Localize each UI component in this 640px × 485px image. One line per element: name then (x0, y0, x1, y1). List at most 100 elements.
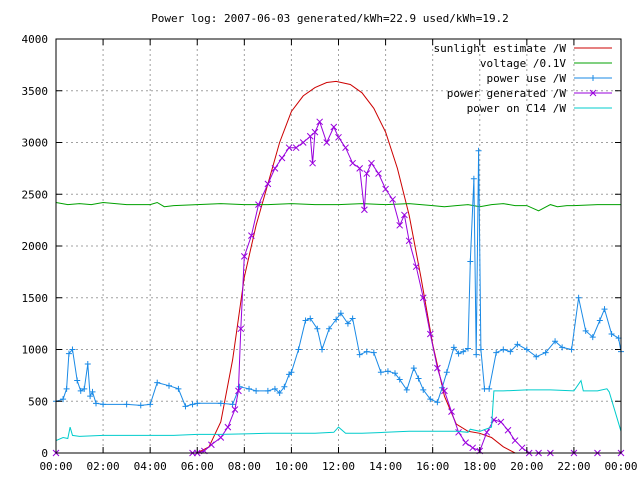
data-point (382, 185, 389, 193)
data-point (316, 118, 324, 126)
data-point (589, 89, 597, 97)
data-point (410, 365, 417, 372)
data-point (77, 387, 84, 394)
data-point (74, 377, 81, 384)
x-tick-label: 12:00 (322, 460, 355, 473)
data-point (455, 350, 462, 357)
data-point (224, 423, 232, 431)
data-point (392, 370, 398, 377)
data-point (419, 294, 427, 302)
y-tick-label: 0 (41, 447, 48, 460)
x-tick-label: 20:00 (510, 460, 543, 473)
data-point (335, 133, 342, 141)
data-point (63, 385, 70, 392)
data-point (500, 346, 507, 353)
data-point (493, 349, 500, 356)
data-point (319, 346, 326, 353)
data-point (389, 196, 396, 203)
data-point (462, 439, 469, 447)
legend-entry: power on C14 /W (467, 102, 612, 115)
data-point (299, 139, 307, 146)
series-line (55, 201, 621, 212)
x-tick-label: 10:00 (275, 460, 308, 473)
data-point (420, 386, 427, 393)
data-point (248, 232, 255, 240)
data-point (483, 428, 491, 436)
y-tick-label: 1500 (22, 292, 49, 305)
data-point (514, 341, 521, 348)
data-point (590, 75, 596, 81)
data-point (93, 400, 100, 407)
data-point (464, 345, 471, 352)
x-tick-label: 18:00 (463, 460, 496, 473)
data-point (368, 159, 375, 167)
data-point (401, 211, 408, 219)
data-point (81, 385, 88, 392)
data-point (278, 154, 286, 162)
x-tick-label: 16:00 (416, 460, 449, 473)
data-point (439, 384, 446, 391)
data-point (523, 346, 530, 353)
data-point (314, 325, 321, 332)
data-point (344, 320, 351, 327)
data-point (276, 389, 283, 396)
data-point (292, 144, 300, 152)
data-point (253, 387, 260, 394)
data-point (295, 346, 302, 353)
data-point (84, 360, 91, 367)
data-point (507, 348, 514, 355)
data-point (601, 306, 608, 313)
data-point (326, 325, 333, 332)
data-point (426, 330, 434, 338)
data-point (470, 175, 477, 182)
data-point (166, 382, 172, 389)
series-2 (53, 147, 624, 410)
x-tick-label: 04:00 (134, 460, 167, 473)
data-point (504, 426, 512, 434)
data-point (434, 364, 441, 372)
data-point (69, 346, 76, 353)
legend-entry: power use /W (487, 72, 612, 85)
data-point (65, 350, 72, 357)
data-point (229, 401, 236, 408)
data-point (412, 263, 420, 271)
data-point (568, 346, 575, 353)
legend-label: power generated /W (447, 87, 567, 100)
x-tick-label: 08:00 (228, 460, 261, 473)
y-tick-label: 500 (28, 395, 48, 408)
data-point (377, 369, 384, 376)
y-tick-label: 3000 (22, 137, 49, 150)
data-point (443, 369, 450, 376)
data-point (288, 369, 295, 376)
data-point (137, 402, 144, 409)
data-point (396, 221, 404, 229)
legend-entry: power generated /W (447, 87, 612, 100)
data-point (608, 330, 615, 337)
data-point (311, 128, 319, 136)
data-point (333, 316, 340, 323)
data-point (370, 349, 377, 356)
series-1 (55, 201, 621, 212)
data-point (375, 170, 382, 177)
data-point (323, 139, 331, 146)
data-point (189, 401, 196, 408)
y-tick-label: 2000 (22, 240, 49, 253)
x-tick-label: 00:00 (604, 460, 637, 473)
data-point (147, 401, 154, 408)
data-point (589, 334, 596, 341)
data-point (337, 310, 344, 317)
data-point (575, 294, 582, 301)
data-point (271, 385, 278, 392)
legend-entry: voltage /0.1V (480, 57, 612, 70)
legend-label: power use /W (487, 72, 567, 85)
x-tick-label: 02:00 (87, 460, 120, 473)
data-point (434, 399, 441, 406)
x-tick-label: 06:00 (181, 460, 214, 473)
data-point (475, 147, 482, 154)
data-point (285, 144, 293, 152)
data-point (596, 317, 603, 324)
data-point (363, 348, 370, 355)
data-point (455, 428, 462, 436)
chart-title: Power log: 2007-06-03 generated/kWh=22.9… (151, 12, 509, 25)
data-point (460, 348, 467, 355)
